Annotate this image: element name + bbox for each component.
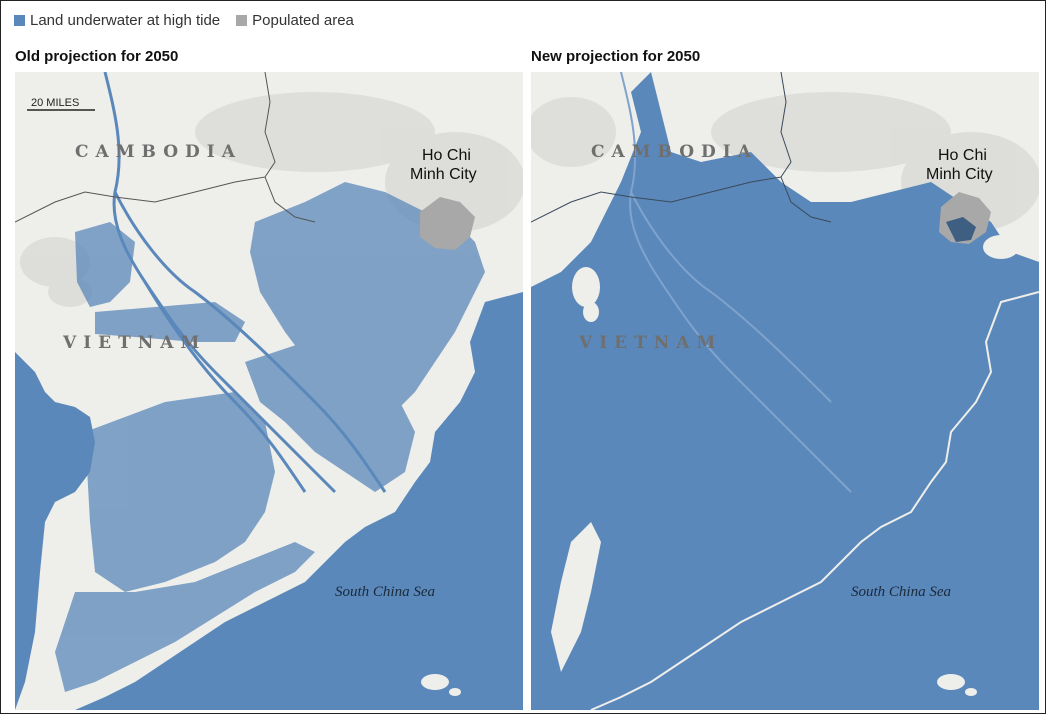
map-old-projection: 20 MILES CAMBODIA VIETNAM Ho Chi Minh Ci… — [15, 72, 523, 710]
mekong-rivers — [103, 72, 387, 494]
populated-area-flooded — [946, 217, 976, 242]
label-hcmc-line1: Ho Chi — [422, 147, 471, 164]
panel-title-new: New projection for 2050 — [531, 48, 701, 65]
remaining-dry-land — [551, 235, 1019, 672]
scale-label: 20 MILES — [31, 97, 79, 109]
legend-label-underwater: Land underwater at high tide — [30, 12, 221, 29]
populated-area-hcmc — [420, 197, 475, 250]
mekong-rivers — [620, 72, 852, 493]
label-vietnam: VIETNAM — [62, 333, 206, 353]
islands — [937, 674, 977, 696]
country-borders — [15, 72, 316, 223]
flooded-land-new — [531, 72, 1039, 710]
label-south-china-sea: South China Sea — [851, 584, 951, 600]
terrain-relief — [20, 92, 523, 307]
label-hcmc-line2: Minh City — [410, 166, 477, 183]
legend-item-underwater: Land underwater at high tide — [14, 12, 220, 29]
label-vietnam: VIETNAM — [578, 333, 722, 353]
legend-item-populated: Populated area — [236, 12, 354, 29]
map-legend: Land underwater at high tide Populated a… — [14, 12, 370, 29]
label-south-china-sea: South China Sea — [335, 584, 435, 600]
country-borders — [531, 72, 832, 223]
legend-swatch-populated — [236, 15, 248, 26]
label-cambodia: CAMBODIA — [591, 142, 758, 162]
panel-title-old: Old projection for 2050 — [15, 48, 179, 65]
legend-label-populated: Populated area — [252, 12, 354, 29]
label-hcmc-line1: Ho Chi — [938, 147, 987, 164]
label-cambodia: CAMBODIA — [75, 142, 242, 162]
map-old-svg: 20 MILES CAMBODIA VIETNAM Ho Chi Minh Ci… — [15, 72, 523, 710]
islands — [421, 674, 461, 696]
coastline — [590, 291, 1039, 710]
map-new-svg: CAMBODIA VIETNAM Ho Chi Minh City South … — [531, 72, 1039, 710]
sea-area — [75, 292, 523, 710]
label-hcmc-line2: Minh City — [926, 166, 993, 183]
legend-swatch-underwater — [14, 15, 25, 26]
gulf-area — [15, 352, 95, 710]
map-new-projection: CAMBODIA VIETNAM Ho Chi Minh City South … — [531, 72, 1039, 710]
